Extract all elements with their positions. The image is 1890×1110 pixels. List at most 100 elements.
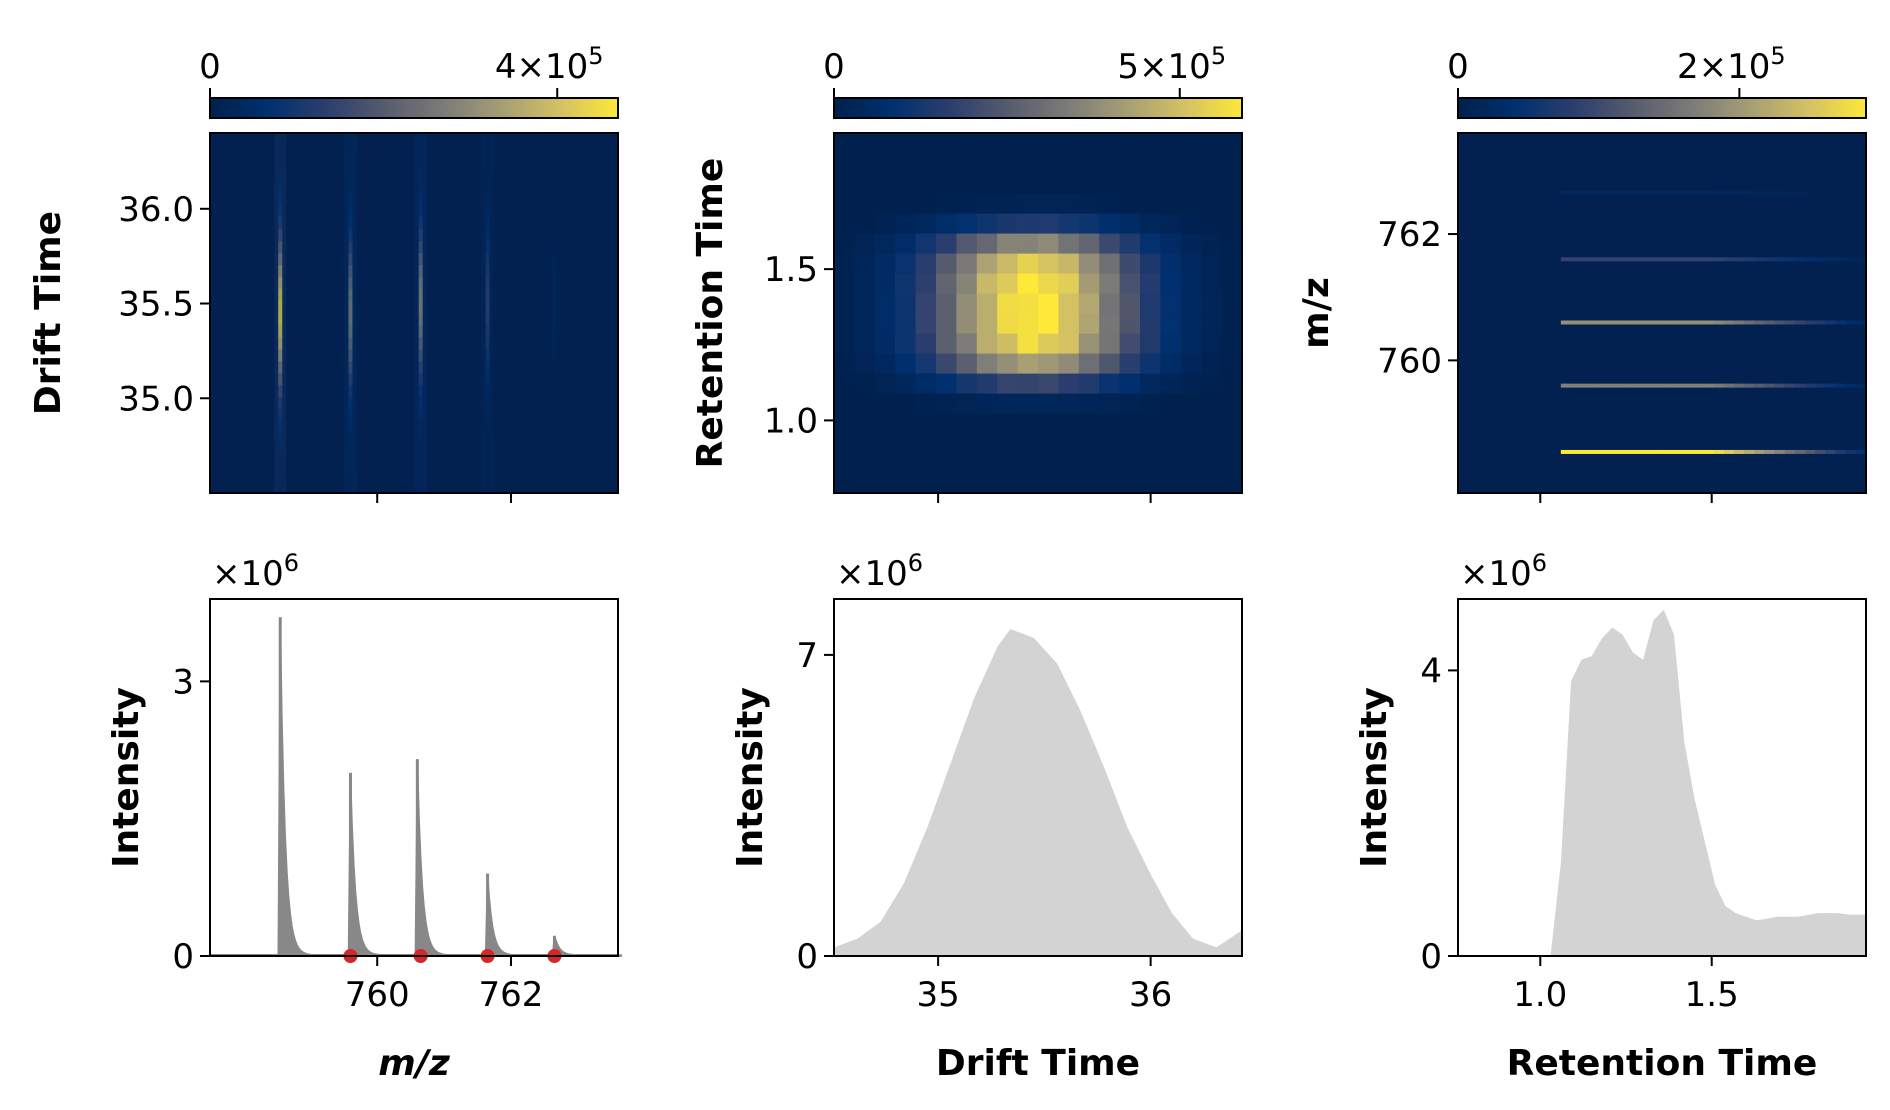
heatmap-cell bbox=[1099, 373, 1121, 394]
streak-segment bbox=[1723, 257, 1735, 262]
streak-segment bbox=[278, 181, 283, 194]
colorbar-tick-label: 0 bbox=[1447, 47, 1469, 87]
heatmap-cell bbox=[1038, 173, 1059, 194]
streak-segment bbox=[1642, 383, 1653, 388]
heatmap-cell bbox=[1119, 173, 1141, 194]
streak-segment bbox=[348, 361, 353, 374]
streak-segment bbox=[1571, 257, 1582, 262]
streak-segment bbox=[1855, 383, 1866, 388]
streak-segment bbox=[1581, 449, 1592, 454]
heatmap-cell bbox=[1078, 253, 1100, 274]
streak-segment bbox=[485, 301, 490, 314]
heatmap-cell bbox=[874, 453, 896, 474]
heatmap-cell bbox=[1099, 193, 1121, 214]
heatmap-cell bbox=[956, 173, 978, 194]
streak-segment bbox=[418, 469, 423, 482]
streak-segment bbox=[1804, 320, 1816, 325]
heatmap-cell bbox=[976, 333, 998, 354]
heatmap-cell bbox=[1058, 413, 1080, 434]
heatmap-image bbox=[834, 133, 1242, 493]
heatmap-panel-mz-vs-drift: 0 4×105 35.0 35.5 36.0 Drift Time bbox=[28, 42, 619, 503]
streak-segment bbox=[348, 325, 353, 338]
streak-segment bbox=[1560, 449, 1572, 454]
streak-segment bbox=[348, 289, 353, 302]
colorbar bbox=[833, 97, 1243, 119]
streak-segment bbox=[552, 229, 557, 242]
streak-segment bbox=[1703, 191, 1714, 195]
streak-segment bbox=[485, 373, 490, 386]
heatmap-cell bbox=[915, 153, 937, 174]
heatmap-cell bbox=[1201, 473, 1223, 493]
streak-segment bbox=[278, 385, 283, 398]
heatmap-cell bbox=[1038, 193, 1059, 214]
streak-segment bbox=[348, 241, 353, 254]
streak-segment bbox=[418, 301, 423, 314]
colorbar-tick-label-base: 5×10 bbox=[1117, 47, 1210, 87]
streak-segment bbox=[1713, 320, 1725, 325]
streak-segment bbox=[1642, 191, 1653, 195]
heatmap-cell bbox=[1038, 333, 1059, 354]
heatmap-cell bbox=[1140, 193, 1161, 214]
streak-segment bbox=[1601, 257, 1613, 262]
heatmap-cell bbox=[915, 133, 937, 154]
streak-segment bbox=[278, 445, 283, 458]
streak-segment bbox=[552, 313, 557, 326]
streak-segment bbox=[1784, 449, 1796, 454]
streak-segment bbox=[1682, 320, 1694, 325]
spectrum-peak bbox=[551, 935, 623, 957]
streak-segment bbox=[485, 277, 490, 290]
heatmap-cell bbox=[1038, 473, 1059, 493]
heatmap-cell bbox=[1017, 273, 1039, 294]
streak-segment bbox=[485, 349, 490, 362]
streak-segment bbox=[278, 133, 283, 146]
heatmap-cell bbox=[956, 153, 978, 174]
heatmap-cell bbox=[1201, 173, 1223, 194]
streak-segment bbox=[278, 337, 283, 350]
streak-segment bbox=[1815, 191, 1826, 195]
heatmap-cell bbox=[854, 293, 876, 314]
streak-segment bbox=[418, 145, 423, 158]
streak-segment bbox=[1794, 320, 1806, 325]
heatmap-cell bbox=[976, 413, 998, 434]
streak-segment bbox=[1560, 257, 1572, 262]
streak-segment bbox=[485, 181, 490, 194]
heatmap-cell bbox=[1160, 313, 1182, 334]
heatmap-cell bbox=[956, 393, 978, 414]
heatmap-cell bbox=[997, 133, 1019, 154]
heatmap-cell bbox=[834, 133, 855, 154]
streak-segment bbox=[1662, 383, 1674, 388]
heatmap-cell bbox=[997, 193, 1019, 214]
streak-halo bbox=[414, 133, 427, 493]
streak-segment bbox=[1855, 257, 1866, 262]
heatmap-cell bbox=[895, 273, 917, 294]
streak-segment bbox=[1591, 191, 1603, 195]
streak-segment bbox=[1693, 383, 1704, 388]
streak-segment bbox=[1591, 449, 1603, 454]
heatmap-cell bbox=[1201, 433, 1223, 454]
heatmap-cell bbox=[1201, 273, 1223, 294]
streak-segment bbox=[1652, 320, 1664, 325]
colorbar bbox=[1457, 97, 1867, 119]
heatmap-cell bbox=[1038, 213, 1059, 234]
heatmap-cell bbox=[1058, 453, 1080, 474]
heatmap-cell bbox=[1078, 353, 1100, 374]
streak-segment bbox=[1713, 383, 1725, 388]
heatmap-cell bbox=[1221, 293, 1242, 314]
heatmap-cell bbox=[834, 413, 855, 434]
streak-segment bbox=[1794, 449, 1806, 454]
heatmap-cell bbox=[895, 133, 917, 154]
streak-segment bbox=[278, 409, 283, 422]
streak-segment bbox=[485, 253, 490, 266]
heatmap-cell bbox=[1058, 273, 1080, 294]
streak-segment bbox=[1764, 383, 1775, 388]
heatmap-cell bbox=[1201, 453, 1223, 474]
streak-segment bbox=[348, 229, 353, 242]
profile-panel-drift-profile: ×106 35 36 0 7 Drift Time Intensity bbox=[730, 549, 1243, 1084]
streak-segment bbox=[1804, 191, 1816, 195]
streak-segment bbox=[1754, 320, 1765, 325]
heatmap-cell bbox=[915, 293, 937, 314]
axes-frame bbox=[209, 132, 619, 494]
heatmap-cell bbox=[1140, 413, 1161, 434]
heatmap-cell bbox=[915, 233, 937, 254]
heatmap-cell bbox=[1058, 133, 1080, 154]
